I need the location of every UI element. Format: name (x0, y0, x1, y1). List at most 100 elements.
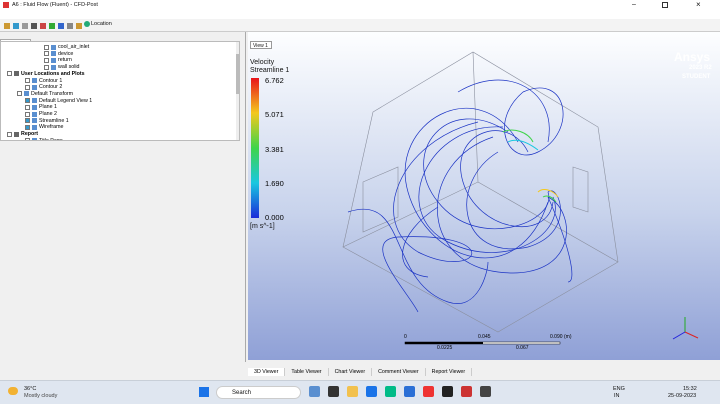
taskbar: 36°C Mostly cloudy Search ENG IN 15:32 2… (0, 380, 720, 404)
tree-item[interactable]: Contour 1 (39, 77, 63, 84)
taskbar-app[interactable] (347, 386, 358, 397)
tree-item[interactable]: cool_air_inlet (58, 44, 90, 50)
region[interactable]: IN (614, 393, 620, 399)
tree-item[interactable]: return (58, 57, 72, 64)
tree-item[interactable]: Plane 2 (39, 111, 57, 117)
location-button[interactable]: Location (91, 21, 112, 27)
temperature[interactable]: 36°C (24, 386, 37, 392)
taskbar-app[interactable] (366, 386, 377, 397)
toolbar-icon[interactable] (57, 23, 64, 29)
tree-item[interactable]: wall solid (58, 64, 80, 71)
language[interactable]: ENG (613, 386, 625, 392)
toolbar-icon[interactable] (12, 23, 19, 29)
maximize[interactable] (662, 2, 668, 8)
viewer-tab[interactable]: Comment Viewer (372, 368, 426, 376)
legend-tick-label: 3.381 (265, 144, 284, 154)
tree-icon (51, 44, 56, 50)
view-select[interactable]: View 1 (250, 41, 272, 49)
tree-icon (14, 131, 19, 137)
tree-checkbox[interactable] (25, 138, 30, 140)
tree-checkbox[interactable] (25, 84, 30, 90)
left-tabs: OutlineVariablesExpressionsCalculatorsTu… (0, 32, 170, 48)
tree-checkbox[interactable] (7, 71, 12, 77)
viewer-tab[interactable]: 3D Viewer (248, 368, 286, 376)
legend-subtitle: Streamline 1 (250, 67, 290, 74)
taskbar-app[interactable] (423, 386, 434, 397)
tree-item[interactable]: Plane 1 (39, 104, 57, 111)
scroll-thumb[interactable] (236, 54, 239, 94)
tree-checkbox[interactable] (44, 44, 49, 50)
toolbar-icon[interactable] (39, 23, 46, 29)
scale-label: 0.090 (550, 334, 563, 340)
toolbar-icon[interactable] (3, 23, 10, 29)
start-button[interactable] (199, 387, 209, 397)
tree-icon (51, 57, 56, 63)
tree-checkbox[interactable] (25, 104, 30, 110)
tree-item[interactable]: User Locations and Plots (21, 70, 85, 77)
location-icon[interactable] (84, 21, 90, 27)
clock-time[interactable]: 15:32 (683, 386, 697, 392)
tree-checkbox[interactable] (25, 98, 30, 104)
tree-checkbox[interactable] (7, 131, 12, 137)
tree-icon (32, 118, 37, 124)
tree-icon (32, 111, 37, 117)
tree-item[interactable]: Streamline 1 (39, 117, 69, 124)
streamlines (347, 79, 573, 313)
legend-tick-label: 1.690 (265, 178, 284, 188)
tree-checkbox[interactable] (25, 124, 30, 130)
viewer-tab[interactable]: Report Viewer (426, 368, 473, 376)
viewer-tab[interactable]: Chart Viewer (329, 368, 373, 376)
taskbar-app[interactable] (404, 386, 415, 397)
viewer-tab[interactable]: Table Viewer (285, 368, 329, 376)
tree-icon (51, 64, 56, 70)
tree-checkbox[interactable] (44, 51, 49, 57)
axis-triad (672, 317, 699, 340)
taskbar-app[interactable] (328, 386, 339, 397)
tree-item[interactable]: Title Page (39, 137, 63, 141)
tree-checkbox[interactable] (25, 111, 30, 117)
wireframe (342, 51, 619, 333)
scale-label: 0.0225 (437, 345, 453, 351)
title-bar: A6 : Fluid Flow (Fluent) - CFD-Post – × (0, 0, 720, 10)
search-box[interactable]: Search (216, 386, 301, 399)
weather[interactable]: Mostly cloudy (24, 393, 58, 399)
tree-icon (14, 71, 19, 77)
tree-item[interactable]: Default Legend View 1 (39, 97, 93, 104)
tree-item[interactable]: Wireframe (39, 124, 64, 131)
tree-checkbox[interactable] (25, 78, 30, 83)
minimize[interactable]: – (632, 1, 636, 8)
legend-unit: [m s^-1] (250, 223, 275, 230)
toolbar-icon[interactable] (75, 23, 82, 29)
app-icon (3, 2, 9, 8)
toolbar-icon[interactable] (48, 23, 55, 29)
taskbar-app[interactable] (309, 386, 320, 397)
taskbar-app[interactable] (442, 386, 453, 397)
toolbar-icon[interactable] (66, 23, 73, 29)
tree-item[interactable]: device (58, 50, 74, 57)
taskbar-app[interactable] (480, 386, 491, 397)
window-title: A6 : Fluid Flow (Fluent) - CFD-Post (12, 2, 98, 8)
toolbar-icon[interactable] (30, 23, 37, 29)
search-label: Search (232, 390, 252, 396)
tree-checkbox[interactable] (17, 91, 22, 97)
tree-icon (24, 91, 29, 97)
weather-icon (8, 387, 18, 395)
tree-item[interactable]: Default Transform (31, 90, 74, 97)
tree-checkbox[interactable] (25, 118, 30, 124)
tree-checkbox[interactable] (44, 64, 49, 70)
clock-date[interactable]: 25-09-2023 (668, 393, 697, 399)
taskbar-app[interactable] (461, 386, 472, 397)
viewer-tabs: 3D Viewer Table Viewer Chart Viewer Comment… (248, 360, 720, 376)
tree-icon (32, 104, 37, 110)
tree-item[interactable]: Contour 2 (39, 84, 63, 91)
toolbar-icon[interactable] (21, 23, 28, 29)
view-name: View 1 (253, 43, 268, 49)
brand-edition: STUDENT (682, 74, 711, 80)
tree-item[interactable]: Report (21, 131, 39, 138)
close[interactable]: × (696, 0, 701, 9)
taskbar-app[interactable] (385, 386, 396, 397)
scrollbar[interactable] (236, 42, 239, 140)
scale-label: 0.067 (516, 345, 529, 351)
tree-checkbox[interactable] (44, 57, 49, 63)
